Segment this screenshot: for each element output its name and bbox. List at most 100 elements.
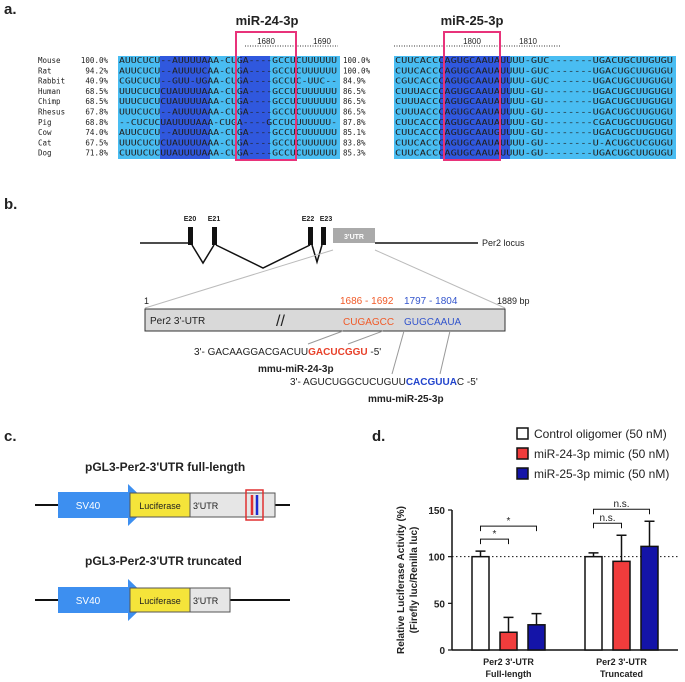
seq-part: -5' (368, 347, 382, 358)
error-bar (475, 550, 486, 557)
site-box (235, 31, 297, 161)
break-mark: // (276, 313, 285, 330)
exon-label: E23 (320, 216, 333, 223)
promoter-label: SV40 (76, 501, 101, 512)
alignment-bg (118, 56, 340, 159)
alignment-title: miR-24-3p (236, 13, 299, 28)
significance-label: n.s. (599, 513, 615, 524)
bar (527, 624, 546, 651)
x-tick-label: Per2 3'-UTR (483, 657, 534, 667)
identity: 100.0% (343, 66, 371, 75)
bar (471, 555, 490, 651)
utr-bar (144, 308, 506, 332)
species: Cow (38, 128, 52, 137)
end-label: 1889 bp (497, 296, 530, 306)
significance-bracket (480, 525, 537, 532)
position-label: 1810 (519, 37, 537, 46)
identity: 100.0% (343, 56, 371, 65)
conserved-block (160, 56, 210, 159)
x-tick-label: Per2 3'-UTR (596, 657, 647, 667)
species: Cat (38, 138, 52, 147)
identity: 85.3% (343, 149, 366, 158)
error-bar (503, 616, 514, 633)
sequence: CGUCUCU--GUU-UGAA-CUGA----GCCUC-UUC-- (119, 77, 337, 86)
sequence: CUUCACCCAGUGCAAUGUUUU-GU--------UGACUGCU… (395, 128, 673, 137)
legend-swatch (516, 447, 529, 460)
y-axis-label: Relative Luciferase Activity (%) (396, 506, 407, 654)
seq-part: C -5' (457, 377, 478, 388)
promoter-label: SV40 (76, 596, 101, 607)
gene-structure (140, 242, 478, 269)
alignment-title: miR-25-3p (441, 13, 504, 28)
site-range: 1686 - 1692 (340, 296, 394, 307)
mirna-name: mmu-miR-24-3p (258, 364, 334, 375)
seq-part: 3'- AGUCUGGCUCUGUU (290, 377, 406, 388)
conserved-block (440, 56, 510, 159)
sequence: --CUCUCUAUUUUAAA-CUGA----GCCUCUUUUUU- (119, 118, 337, 127)
error-bar (616, 534, 627, 562)
sequence: CUUCACCCAGUGCAAUAUUUU-GU--------UGACUGCU… (395, 149, 673, 158)
significance-label: n.s. (613, 499, 629, 510)
utr-label: 3'UTR (344, 234, 364, 241)
mirna-seq: 3'- AGUCUGGCUCUGUUCACGUUAC -5' (290, 377, 478, 388)
sequence: UUUCUCUCUAUUUUAAA-CUGA----GCCUCUUUUUU (119, 138, 337, 147)
bar (640, 545, 659, 651)
exon (188, 227, 193, 245)
mirna-seq: 3'- GACAAGGACGACUUGACUCGGU -5' (194, 347, 381, 358)
sequence: UUUCUCU--AUUUUAAA-CUGA----GCCUCUUUUUU (119, 108, 337, 117)
construct-title: pGL3-Per2-3'UTR truncated (85, 554, 242, 568)
y-axis-label: (Firefly luc/Renilla luc) (409, 527, 420, 634)
identity: 67.5% (85, 138, 108, 147)
species: Rabbit (38, 77, 65, 86)
legend-label: miR-24-3p mimic (50 nM) (534, 447, 669, 461)
y-tick-label: 100 (428, 553, 445, 564)
utr-label: 3'UTR (193, 501, 219, 511)
exon (308, 227, 313, 245)
utr-box (333, 228, 375, 243)
pair-line (391, 330, 405, 375)
significance-bracket (480, 538, 509, 545)
bar (584, 555, 603, 651)
identity: 86.5% (343, 87, 366, 96)
construct-title: pGL3-Per2-3'UTR full-length (85, 460, 245, 474)
species: Human (38, 87, 61, 96)
pair-line (439, 330, 451, 375)
panel-label: a. (4, 1, 17, 18)
identity: 68.8% (85, 118, 108, 127)
y-tick-label: 50 (434, 599, 446, 610)
identity: 83.8% (343, 138, 366, 147)
site-box (443, 31, 501, 161)
conserved-block (240, 56, 270, 159)
pair-line (307, 330, 344, 345)
sequence: CUUUCUCUUAUUUUAAA-CUGA----GCCUCUUUUUU (119, 149, 337, 158)
identity: 67.8% (85, 108, 108, 117)
identity: 71.8% (85, 149, 108, 158)
bar (612, 560, 631, 651)
site-seq: CUGAGCC (343, 317, 394, 328)
panel-label: c. (4, 428, 17, 445)
zoom-line (374, 249, 506, 309)
identity: 86.5% (343, 97, 366, 106)
sequence: UUUCUCUCUAUUUUAAA-CUGA----GCCUCUUUUUU (119, 87, 337, 96)
species: Rhesus (38, 108, 65, 117)
sequence: CGUCACCCAGUGCAAUAUUUU-GUC-------UGACUGCU… (395, 77, 673, 86)
reporter-label: Luciferase (139, 501, 181, 511)
position-label: 1680 (257, 37, 275, 46)
position-label: 1690 (313, 37, 331, 46)
species: Chimp (38, 97, 61, 106)
zoom-line (144, 249, 334, 309)
error-bar (588, 552, 599, 557)
seed: GACUCGGU (308, 347, 367, 358)
position-label: 1800 (463, 37, 481, 46)
exon-label: E20 (184, 216, 197, 223)
identity: 68.5% (85, 97, 108, 106)
legend-swatch (516, 427, 529, 440)
sequence: CUUCACCCAGUGCAAUAUUUU-GU--------CGACUGCU… (395, 118, 673, 127)
species: Rat (38, 66, 52, 75)
sequence: CUUUACCCAGUGCAAUAUUUU-GU--------UGACUGCU… (395, 108, 673, 117)
panel-label: d. (372, 428, 385, 445)
sequence: AUUCUCU--AUUUUCAA-CUGA----GCCUCUUUUUU (119, 66, 337, 75)
seq-part: 3'- GACAAGGACGACUU (194, 347, 308, 358)
identity: 40.9% (85, 77, 108, 86)
